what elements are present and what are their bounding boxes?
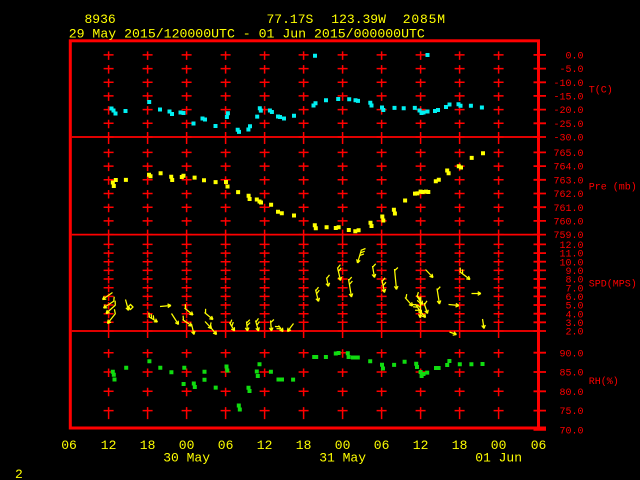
svg-text:763.0: 763.0: [553, 176, 583, 187]
svg-text:RH(%): RH(%): [589, 376, 619, 388]
svg-text:00: 00: [491, 438, 507, 453]
svg-text:12: 12: [257, 438, 273, 453]
svg-text:123.39W: 123.39W: [331, 12, 386, 27]
svg-text:760.0: 760.0: [553, 218, 583, 229]
svg-text:31 May: 31 May: [319, 450, 366, 465]
svg-text:9.0: 9.0: [565, 267, 583, 278]
svg-text:764.0: 764.0: [553, 163, 583, 174]
svg-text:18: 18: [140, 438, 156, 453]
svg-text:75.0: 75.0: [559, 407, 583, 418]
svg-text:-15.0: -15.0: [553, 93, 583, 104]
svg-text:77.17S: 77.17S: [267, 12, 314, 27]
svg-text:6.0: 6.0: [565, 293, 583, 304]
svg-text:3.0: 3.0: [565, 319, 583, 330]
svg-text:29 May 2015/120000UTC - 01 Jun: 29 May 2015/120000UTC - 01 Jun 2015/0000…: [69, 27, 425, 42]
svg-text:4.0: 4.0: [565, 310, 583, 321]
svg-text:18: 18: [296, 438, 312, 453]
svg-text:Pre (mb): Pre (mb): [589, 181, 637, 193]
svg-text:-5.0: -5.0: [559, 65, 583, 76]
svg-text:2.0: 2.0: [565, 328, 583, 339]
svg-text:01 Jun: 01 Jun: [475, 450, 522, 465]
svg-text:2085M: 2085M: [403, 12, 446, 27]
svg-text:8936: 8936: [85, 12, 116, 27]
svg-text:-25.0: -25.0: [553, 120, 583, 131]
svg-text:00: 00: [335, 438, 351, 453]
svg-text:-30.0: -30.0: [553, 134, 583, 145]
svg-text:90.0: 90.0: [559, 349, 583, 360]
svg-text:SPD(MPS): SPD(MPS): [589, 278, 637, 290]
svg-text:-20.0: -20.0: [553, 106, 583, 117]
svg-text:85.0: 85.0: [559, 369, 583, 380]
svg-text:5.0: 5.0: [565, 302, 583, 313]
svg-text:06: 06: [374, 438, 390, 453]
svg-text:759.0: 759.0: [553, 231, 583, 242]
svg-text:12: 12: [413, 438, 429, 453]
svg-text:765.0: 765.0: [553, 149, 583, 160]
svg-text:30 May: 30 May: [163, 450, 210, 465]
svg-text:18: 18: [452, 438, 468, 453]
svg-text:80.0: 80.0: [559, 388, 583, 399]
svg-text:06: 06: [218, 438, 234, 453]
svg-text:8.0: 8.0: [565, 276, 583, 287]
svg-text:11.0: 11.0: [559, 250, 583, 261]
svg-text:0.0: 0.0: [565, 52, 583, 63]
svg-text:7.0: 7.0: [565, 284, 583, 295]
svg-text:-10.0: -10.0: [553, 79, 583, 90]
svg-text:T(C): T(C): [589, 85, 613, 97]
svg-text:2: 2: [15, 467, 23, 480]
svg-text:761.0: 761.0: [553, 204, 583, 215]
svg-text:00: 00: [179, 438, 195, 453]
svg-text:762.0: 762.0: [553, 190, 583, 201]
svg-text:12.0: 12.0: [559, 241, 583, 252]
svg-text:06: 06: [61, 438, 77, 453]
svg-text:06: 06: [531, 438, 547, 453]
svg-text:12: 12: [101, 438, 117, 453]
svg-text:70.0: 70.0: [559, 427, 583, 438]
svg-text:10.0: 10.0: [559, 258, 583, 269]
